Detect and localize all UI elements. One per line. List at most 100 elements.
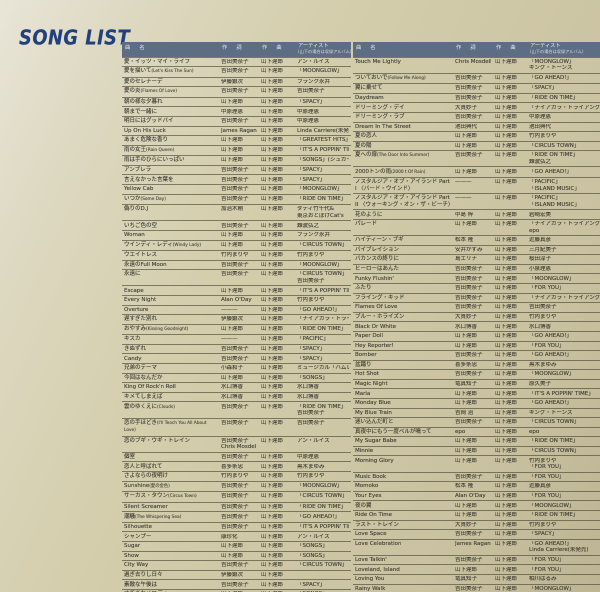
lyricist-line: 吉田美奈子 [455,473,483,480]
song-title: きぬずれ [122,343,219,354]
composer: 山下達郎 [259,491,295,503]
artist-album: 「RIDE ON TIME」 [527,436,600,447]
lyricist-line: 吉田美奈子 [221,513,249,520]
song-row: バカンスの終りに 島エリナ 山下達郎 桜田淳子 [353,254,600,265]
lyricist-line: 山下達郎 [221,232,244,239]
song-row: 過ぎ去りし日々 伊藤銀次 山下達郎 [122,569,351,580]
composer: 山下達郎 [259,193,295,205]
song-row: 盆踊り 喜多条忠 山下達郎 黒木まゆみ [353,359,600,370]
lyricist-line: 康珍化 [221,533,238,540]
song-title: ついておいで(Follow Me Along) [353,72,453,84]
composer: 山下達郎 [493,481,527,492]
lyricist-line: Alan O'Day [221,297,252,304]
composer-line: 山下達郎 [495,371,518,378]
composer: 山下達郎 [493,311,527,322]
song-title: ウエイトレス [122,250,219,261]
lyricist-line: 山下達郎 [455,448,478,455]
composer: 山下達郎 [493,254,527,265]
artist-album-line: 「MOONGLOW」 [529,58,575,65]
song-row: サーカス・タウン(Circus Town) 吉田美奈子 山下達郎 「CIRCUS TO… [122,491,351,503]
lyricist: 伊藤銀次 [219,569,259,580]
artist-album: フランク永井 [295,229,351,240]
lyricist-line: 吉田美奈子 [221,437,249,444]
song-title: ノスタルジア・オブ・アイランド Part I 〈バード・ウインド〉 [353,177,453,194]
lyricist: 山下達郎 [453,140,493,151]
artist-album-line: 「GO AHEAD!」 [529,400,572,407]
lyricist-line: 吉田美奈子 [455,371,483,378]
lyricist: 松本 隆 [453,235,493,246]
artist-album: 「MOONGLOW」 [295,184,351,195]
song-title: 愛・イッツ・マイ・ライフ [122,56,219,67]
composer-line: 山下達郎 [495,438,518,445]
header-song-title: 曲 名 [122,42,219,57]
artist-album-line: 「ナイアガラ・トライアングル」 [529,221,600,228]
composer: 山下達郎 [493,302,527,313]
composer: 山下達郎 [493,218,527,236]
composer-line: 山下達郎 [495,566,518,573]
lyricist-line: 吉田美奈子 [455,285,483,292]
lyricist: 吉田美奈子 [453,72,493,84]
song-title: ドリーミング・ラブ [353,112,453,123]
song-row: ウエイトレス 竹内まりや 山下達郎 竹内まりや [122,250,351,261]
artist-album-line: 相川はるみ [529,576,557,583]
song-row: ふたり 吉田美奈子 山下達郎 「FOR YOU」 [353,283,600,294]
artist-album-line: 竹内まりや [529,133,557,140]
lyricist-line: 伊藤銀次 [221,316,244,323]
lyricist: 吉田美奈子 [453,554,493,565]
song-row: Magic Night 竜真知子 山下達郎 原久美子 [353,378,600,389]
artist-album-line: epo [529,227,540,234]
lyricist: 山下達郎 [219,541,259,552]
lyricist: 吉田美奈子 [219,560,259,571]
lyricist: 山下達郎 [453,564,493,575]
composer-line: 山下達郎 [261,419,284,426]
song-row: 恋の手ほどき(I'll Teach You All About Love) 吉田美… [122,417,351,437]
artist-album-line: 黒木まゆみ [297,463,325,470]
composer-line: 山下達郎 [261,157,284,164]
song-row: Yellow Cab 吉田美奈子 山下達郎 「MOONGLOW」 [122,184,351,195]
lyricist: 山下達郎 [453,455,493,473]
song-table-right: 曲 名 作 詞 作 曲 アーティスト (山下の場合は収録アルバム) Touch … [353,42,600,592]
lyricist: 吉田美奈子 [219,220,259,231]
composer: 山下達郎 [259,184,295,195]
artist-album-line: 中原理恵 [297,454,320,461]
song-title: Momoko [353,481,453,492]
composer: 山下達郎 [493,321,527,332]
lyricist: ——— [453,177,493,194]
artist-album-line: 「SPACY」 [297,346,326,353]
composer-line: 山下達郎 [495,576,518,583]
artist-album: 「RIDE ON TIME」 [295,323,351,335]
artist-album: 「GO AHEAD!」 Linda Carriere(未発売) [527,538,600,556]
lyricist: 安井かずみ [453,244,493,255]
song-title: 2000トンの雨(2000 t Of Rain) [353,166,453,178]
artist-album-line: 水口博香 [529,323,552,330]
composer: 山下達郎 [259,451,295,462]
composer-line: 山下達郎 [261,524,284,531]
header-composer: 作 曲 [259,42,295,57]
artist-album-line: 吉田美奈子 [297,88,325,95]
composer-line: 山下達郎 [495,540,518,547]
composer-line: 山下達郎 [261,222,284,229]
composer-line: 山下達郎 [495,512,518,519]
lyricist: 吉田美奈子 [219,480,259,492]
artist-album-line: 吉田美奈子 [297,419,325,426]
artist-album: 「MOONGLOW」 キング・トーンズ [527,56,600,74]
composer-line: 山下達郎 [261,88,284,95]
header-artist: アーティスト (山下の場合は収録アルバム) [295,42,351,57]
composer: 山下達郎 [493,56,527,74]
composer: 山下達郎 [493,72,527,84]
artist-album-line: 「FOR YOU」 [529,566,565,573]
artist-album: 桜田淳子 [527,254,600,265]
artist-album-line: 「RIDE ON TIME」 [297,503,347,510]
song-title: 明日にはグッドバイ [122,115,219,127]
song-row: Ride On Time 山下達郎 山下達郎 「RIDE ON TIME」 [353,509,600,520]
composer: 山下達郎 [493,455,527,473]
song-title-subtitle: (Follow Me Along) [387,75,426,81]
composer-line: 山下達郎 [261,437,284,444]
composer: 山下達郎 [493,193,527,210]
song-title: 今回はなんだか [122,372,219,383]
composer: 山下達郎 [493,388,527,399]
lyricist: ——— [219,304,259,315]
lyricist: 吉田美奈子 Chris Mosdel [219,435,259,453]
song-title: Bomber [353,350,453,361]
